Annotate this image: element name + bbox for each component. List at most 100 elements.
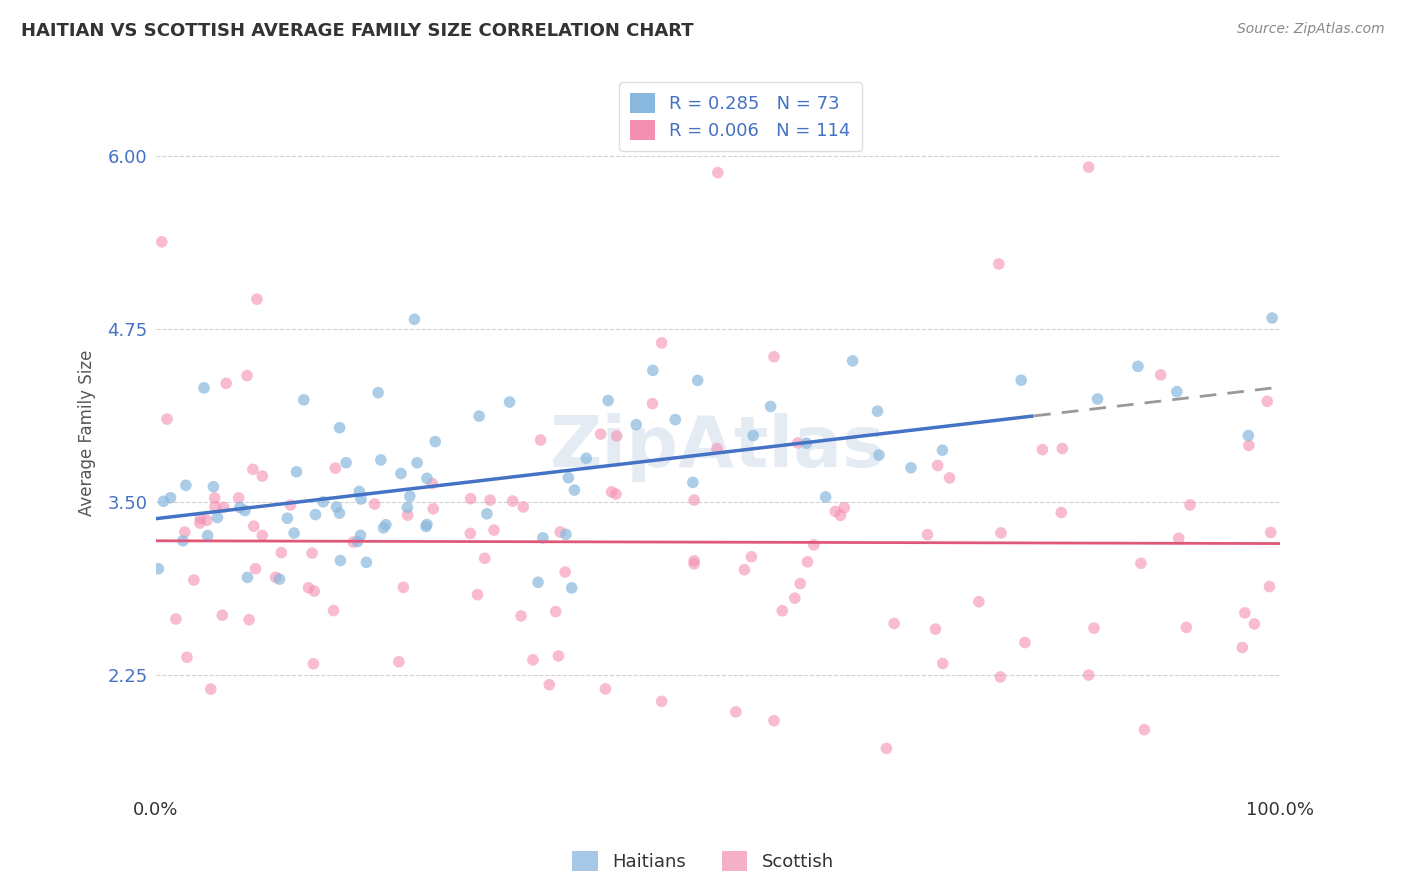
Point: [762, 714, 785, 728]
Point: [367, 385, 389, 400]
Point: [1083, 621, 1105, 635]
Point: [924, 622, 946, 636]
Point: [252, 528, 274, 542]
Point: [1150, 368, 1173, 382]
Point: [468, 409, 491, 424]
Point: [479, 493, 502, 508]
Point: [156, 412, 179, 426]
Point: [796, 436, 818, 450]
Point: [329, 420, 352, 434]
Point: [212, 500, 235, 515]
Point: [245, 562, 267, 576]
Point: [285, 465, 308, 479]
Point: [420, 476, 443, 491]
Point: [600, 484, 623, 499]
Point: [322, 603, 344, 617]
Point: [555, 527, 578, 541]
Point: [557, 471, 579, 485]
Point: [683, 554, 706, 568]
Point: [1077, 160, 1099, 174]
Point: [301, 546, 323, 560]
Point: [883, 616, 905, 631]
Point: [269, 572, 291, 586]
Point: [270, 546, 292, 560]
Point: [238, 613, 260, 627]
Point: [242, 519, 264, 533]
Point: [200, 682, 222, 697]
Point: [389, 467, 412, 481]
Point: [302, 584, 325, 599]
Point: [150, 235, 173, 249]
Point: [1261, 311, 1284, 326]
Point: [641, 396, 664, 410]
Point: [349, 484, 371, 499]
Point: [350, 491, 373, 506]
Point: [173, 524, 195, 539]
Point: [502, 494, 524, 508]
Point: [176, 650, 198, 665]
Point: [374, 517, 396, 532]
Point: [651, 335, 673, 350]
Point: [512, 500, 534, 514]
Point: [349, 528, 371, 542]
Point: [724, 705, 747, 719]
Point: [624, 417, 647, 432]
Point: [304, 508, 326, 522]
Point: [990, 525, 1012, 540]
Point: [416, 471, 439, 485]
Point: [264, 570, 287, 584]
Point: [1260, 525, 1282, 540]
Point: [866, 404, 889, 418]
Point: [297, 581, 319, 595]
Text: ZipAtlas: ZipAtlas: [550, 413, 886, 482]
Point: [422, 501, 444, 516]
Point: [246, 292, 269, 306]
Point: [575, 451, 598, 466]
Point: [938, 471, 960, 485]
Point: [228, 491, 250, 505]
Point: [561, 581, 583, 595]
Point: [242, 462, 264, 476]
Point: [564, 483, 586, 497]
Point: [651, 694, 673, 708]
Point: [292, 392, 315, 407]
Point: [931, 443, 953, 458]
Point: [416, 517, 439, 532]
Text: Source: ZipAtlas.com: Source: ZipAtlas.com: [1237, 22, 1385, 37]
Legend: R = 0.285   N = 73, R = 0.006   N = 114: R = 0.285 N = 73, R = 0.006 N = 114: [619, 82, 862, 151]
Point: [280, 498, 302, 512]
Point: [325, 500, 347, 514]
Point: [404, 312, 426, 326]
Point: [370, 453, 392, 467]
Point: [900, 460, 922, 475]
Point: [236, 570, 259, 584]
Point: [683, 493, 706, 508]
Point: [598, 393, 620, 408]
Point: [276, 511, 298, 525]
Point: [148, 562, 170, 576]
Point: [1237, 438, 1260, 452]
Point: [1178, 498, 1201, 512]
Text: HAITIAN VS SCOTTISH AVERAGE FAMILY SIZE CORRELATION CHART: HAITIAN VS SCOTTISH AVERAGE FAMILY SIZE …: [21, 22, 693, 40]
Point: [770, 604, 793, 618]
Point: [875, 741, 897, 756]
Point: [252, 469, 274, 483]
Point: [283, 526, 305, 541]
Point: [595, 681, 617, 696]
Point: [1233, 606, 1256, 620]
Point: [683, 557, 706, 571]
Point: [522, 653, 544, 667]
Point: [1126, 359, 1149, 374]
Point: [814, 490, 837, 504]
Point: [762, 350, 785, 364]
Point: [302, 657, 325, 671]
Point: [1237, 428, 1260, 442]
Point: [498, 395, 520, 409]
Point: [152, 494, 174, 508]
Point: [682, 475, 704, 490]
Point: [188, 511, 211, 525]
Point: [229, 500, 252, 515]
Point: [204, 491, 226, 505]
Point: [1077, 668, 1099, 682]
Point: [917, 527, 939, 541]
